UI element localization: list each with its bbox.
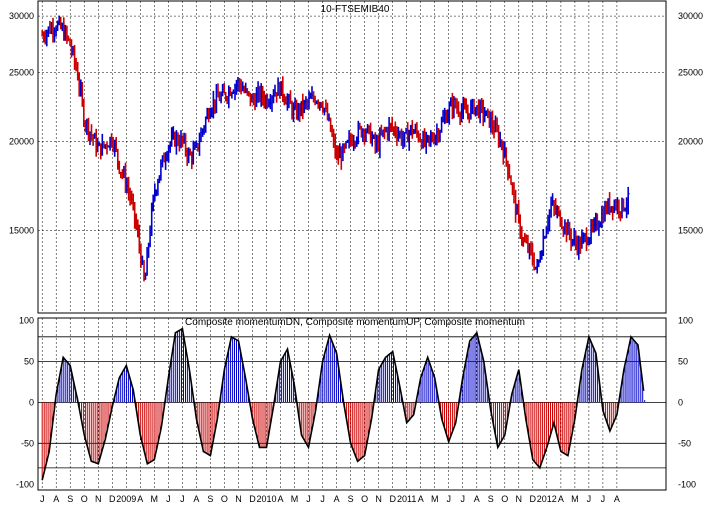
x-tick-label: N	[235, 494, 242, 504]
price-series	[41, 15, 630, 282]
y-tick-label-left: 100	[19, 316, 34, 326]
x-tick-label: J	[166, 494, 171, 504]
x-tick-label: A	[53, 494, 59, 504]
x-tick-label: A	[558, 494, 564, 504]
x-tick-label: O	[501, 494, 508, 504]
momentum-chart-title: Composite momentumDN, Composite momentum…	[185, 317, 525, 328]
x-tick-label: M	[431, 494, 439, 504]
x-tick-label: S	[67, 494, 73, 504]
x-tick-label: S	[207, 494, 213, 504]
momentum-series	[41, 327, 646, 481]
x-tick-label: A	[614, 494, 620, 504]
y-tick-label-left: 15000	[9, 226, 34, 236]
x-tick-label: S	[488, 494, 494, 504]
y-tick-label-right: -100	[678, 479, 696, 489]
x-tick-label: 2012	[537, 494, 557, 504]
x-tick-label: J	[460, 494, 465, 504]
y-tick-label-left: 0	[29, 397, 34, 407]
x-tick-label: M	[291, 494, 299, 504]
momentum-panel	[37, 317, 667, 491]
x-tick-label: A	[193, 494, 199, 504]
y-tick-label-left: 25000	[9, 68, 34, 78]
x-tick-label: J	[180, 494, 185, 504]
y-tick-label-left: -100	[16, 479, 34, 489]
x-tick-label: D	[249, 494, 256, 504]
x-tick-label: N	[516, 494, 523, 504]
x-tick-label: D	[109, 494, 116, 504]
x-tick-label: J	[40, 494, 45, 504]
y-tick-label-right: 30000	[678, 11, 703, 21]
x-tick-label: A	[334, 494, 340, 504]
price-chart-title: 10-FTSEMIB40	[321, 4, 390, 15]
x-tick-label: J	[320, 494, 325, 504]
y-tick-label-left: 20000	[9, 137, 34, 147]
x-tick-label: S	[348, 494, 354, 504]
x-tick-label: O	[221, 494, 228, 504]
y-tick-label-right: 50	[678, 356, 688, 366]
axes: J A S O N D 2009 A M J J A S O N D 2010 A M J J A S O N D 2011 A M J J…	[9, 11, 703, 504]
x-tick-label: J	[446, 494, 451, 504]
x-tick-label: J	[587, 494, 592, 504]
x-tick-label: N	[95, 494, 102, 504]
x-tick-label: A	[277, 494, 283, 504]
x-tick-label: A	[474, 494, 480, 504]
y-tick-label-right: 25000	[678, 68, 703, 78]
y-tick-label-right: -50	[678, 438, 691, 448]
momentum-line	[41, 327, 645, 481]
x-tick-label: J	[306, 494, 311, 504]
x-tick-label: O	[361, 494, 368, 504]
x-tick-label: A	[418, 494, 424, 504]
x-tick-label: D	[389, 494, 396, 504]
y-tick-label-right: 0	[678, 397, 683, 407]
x-tick-label: N	[375, 494, 382, 504]
y-tick-label-left: 50	[24, 356, 34, 366]
y-tick-label-right: 20000	[678, 137, 703, 147]
y-tick-label-left: -50	[21, 438, 34, 448]
y-tick-label-left: 30000	[9, 11, 34, 21]
price-panel	[37, 0, 667, 314]
x-tick-label: 2009	[116, 494, 136, 504]
y-tick-label-right: 100	[678, 316, 693, 326]
x-tick-label: 2010	[256, 494, 276, 504]
x-tick-label: D	[530, 494, 537, 504]
x-tick-label: A	[137, 494, 143, 504]
x-tick-label: O	[81, 494, 88, 504]
x-tick-label: J	[601, 494, 606, 504]
x-tick-label: 2011	[397, 494, 416, 504]
x-tick-label: M	[571, 494, 579, 504]
x-tick-label: M	[151, 494, 159, 504]
y-tick-label-right: 15000	[678, 226, 703, 236]
